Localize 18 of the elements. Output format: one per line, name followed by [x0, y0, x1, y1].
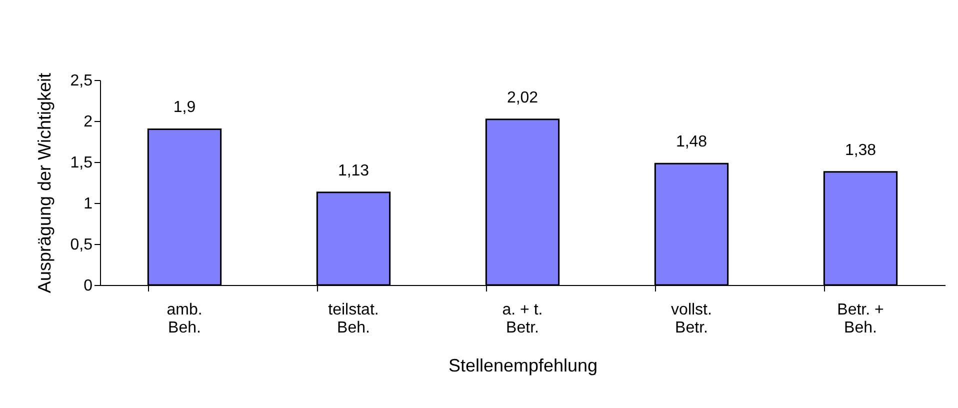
- y-tick-label: 2: [84, 114, 93, 130]
- data-label: 1,48: [676, 134, 708, 151]
- y-tick-label: 1: [84, 196, 93, 212]
- data-label: 1,9: [173, 99, 196, 116]
- y-axis-title: Ausprägung der Wichtigkeit: [34, 72, 54, 294]
- x-tick-label: vollst. Betr.: [671, 302, 712, 336]
- y-tick-label: 2,5: [70, 72, 93, 90]
- x-tick-label: teilstat. Beh.: [328, 302, 379, 336]
- x-tick-label: a. + t. Betr.: [502, 302, 543, 336]
- data-label: 2,02: [506, 89, 538, 106]
- x-tick-label: amb. Beh.: [166, 302, 202, 336]
- x-axis-title: Stellenempfehlung: [448, 356, 598, 376]
- y-tick-label: 0: [84, 278, 93, 294]
- data-label: 1,13: [338, 162, 370, 180]
- data-label: 1,38: [844, 142, 876, 159]
- y-tick-label: 0,5: [70, 236, 93, 254]
- x-tick-label: Betr. + Beh.: [837, 302, 884, 336]
- y-tick-label: 1,5: [70, 154, 93, 172]
